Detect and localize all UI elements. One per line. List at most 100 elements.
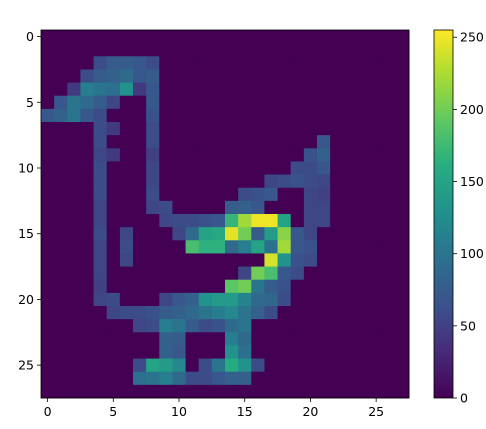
heatmap-cell — [317, 371, 331, 386]
heatmap-cell — [303, 371, 318, 386]
heatmap-cell — [133, 30, 147, 44]
heatmap-cell — [133, 200, 147, 215]
heatmap-cell — [264, 253, 278, 267]
heatmap-cell — [41, 108, 55, 123]
heatmap-cell — [395, 279, 410, 294]
heatmap-cell — [251, 43, 265, 57]
heatmap-cell — [146, 358, 160, 373]
heatmap-cell — [172, 122, 186, 136]
heatmap-cell — [93, 214, 108, 228]
heatmap-cell — [80, 108, 94, 123]
heatmap-cell — [198, 148, 213, 162]
heatmap-cell — [185, 240, 200, 254]
heatmap-cell — [106, 200, 121, 215]
heatmap-cell — [133, 332, 147, 346]
heatmap-cell — [67, 358, 81, 373]
heatmap-cell — [198, 358, 213, 373]
heatmap-cell — [93, 266, 108, 281]
heatmap-cell — [369, 266, 384, 281]
heatmap-cell — [146, 69, 160, 83]
heatmap-cell — [238, 319, 252, 333]
heatmap-cell — [198, 161, 213, 175]
heatmap-cell — [93, 69, 108, 83]
heatmap-cell — [356, 108, 370, 123]
heatmap-cell — [395, 292, 410, 307]
heatmap-cell — [225, 56, 239, 70]
heatmap-cell — [185, 122, 200, 136]
heatmap-cell — [290, 56, 305, 70]
heatmap-cell — [251, 69, 265, 83]
heatmap-cell — [198, 108, 213, 123]
heatmap-cell — [41, 135, 55, 149]
heatmap-cell — [198, 200, 213, 215]
heatmap-cell — [41, 358, 55, 373]
heatmap-cell — [330, 174, 344, 189]
heatmap-cell — [317, 56, 331, 70]
heatmap-cell — [133, 253, 147, 267]
heatmap-cell — [303, 306, 318, 320]
heatmap-cell — [382, 148, 397, 162]
heatmap-cell — [395, 371, 410, 386]
plot-frame — [40, 29, 410, 399]
heatmap-cell — [211, 292, 226, 307]
heatmap-cell — [277, 161, 292, 175]
heatmap-cell — [330, 358, 344, 373]
colorbar-ticks: 0 50 100 150 200 250 — [453, 30, 484, 406]
heatmap-cell — [211, 56, 226, 70]
heatmap-cell — [119, 306, 134, 320]
heatmap-cell — [172, 227, 186, 241]
heatmap-cell — [198, 95, 213, 110]
heatmap-cell — [343, 56, 357, 70]
heatmap-cell — [185, 358, 200, 373]
heatmap-cell — [106, 43, 121, 57]
heatmap-cell — [198, 56, 213, 70]
heatmap-cell — [395, 43, 410, 57]
heatmap-cell — [290, 187, 305, 202]
heatmap-cell — [343, 30, 357, 44]
heatmap-cell — [41, 292, 55, 307]
heatmap-cell — [238, 30, 252, 44]
heatmap-cell — [119, 200, 134, 215]
heatmap-cell — [382, 279, 397, 294]
heatmap-cell — [41, 240, 55, 254]
heatmap-cell — [225, 43, 239, 57]
heatmap-cell — [395, 200, 410, 215]
heatmap-cell — [198, 135, 213, 149]
heatmap-cell — [80, 187, 94, 202]
heatmap-cell — [80, 384, 94, 399]
heatmap-cell — [172, 266, 186, 281]
heatmap-cell — [369, 174, 384, 189]
heatmap-cell — [198, 43, 213, 57]
heatmap-cell — [303, 122, 318, 136]
heatmap-cell — [54, 253, 68, 267]
heatmap-cell — [211, 227, 226, 241]
heatmap-cell — [303, 214, 318, 228]
heatmap-cell — [251, 122, 265, 136]
heatmap-cell — [225, 200, 239, 215]
heatmap-cell — [251, 135, 265, 149]
heatmap-cell — [356, 227, 370, 241]
heatmap-cell — [93, 43, 108, 57]
heatmap-cell — [238, 69, 252, 83]
heatmap-cell — [395, 122, 410, 136]
heatmap-cell — [41, 200, 55, 215]
heatmap-cell — [395, 306, 410, 320]
heatmap-cell — [238, 306, 252, 320]
heatmap-cell — [54, 371, 68, 386]
heatmap-cell — [264, 56, 278, 70]
heatmap-cell — [277, 345, 292, 359]
heatmap-cell — [317, 266, 331, 281]
heatmap-cell — [41, 174, 55, 189]
heatmap-cell — [67, 345, 81, 359]
heatmap-cell — [80, 200, 94, 215]
heatmap-cell — [198, 122, 213, 136]
heatmap-cell — [172, 148, 186, 162]
heatmap-cell — [93, 161, 108, 175]
heatmap-cell — [290, 95, 305, 110]
heatmap-cell — [382, 332, 397, 346]
heatmap-cell — [198, 266, 213, 281]
heatmap-cell — [356, 253, 370, 267]
heatmap-cell — [238, 174, 252, 189]
colorbar: 0 50 100 150 200 250 — [433, 29, 484, 406]
heatmap-cell — [317, 95, 331, 110]
